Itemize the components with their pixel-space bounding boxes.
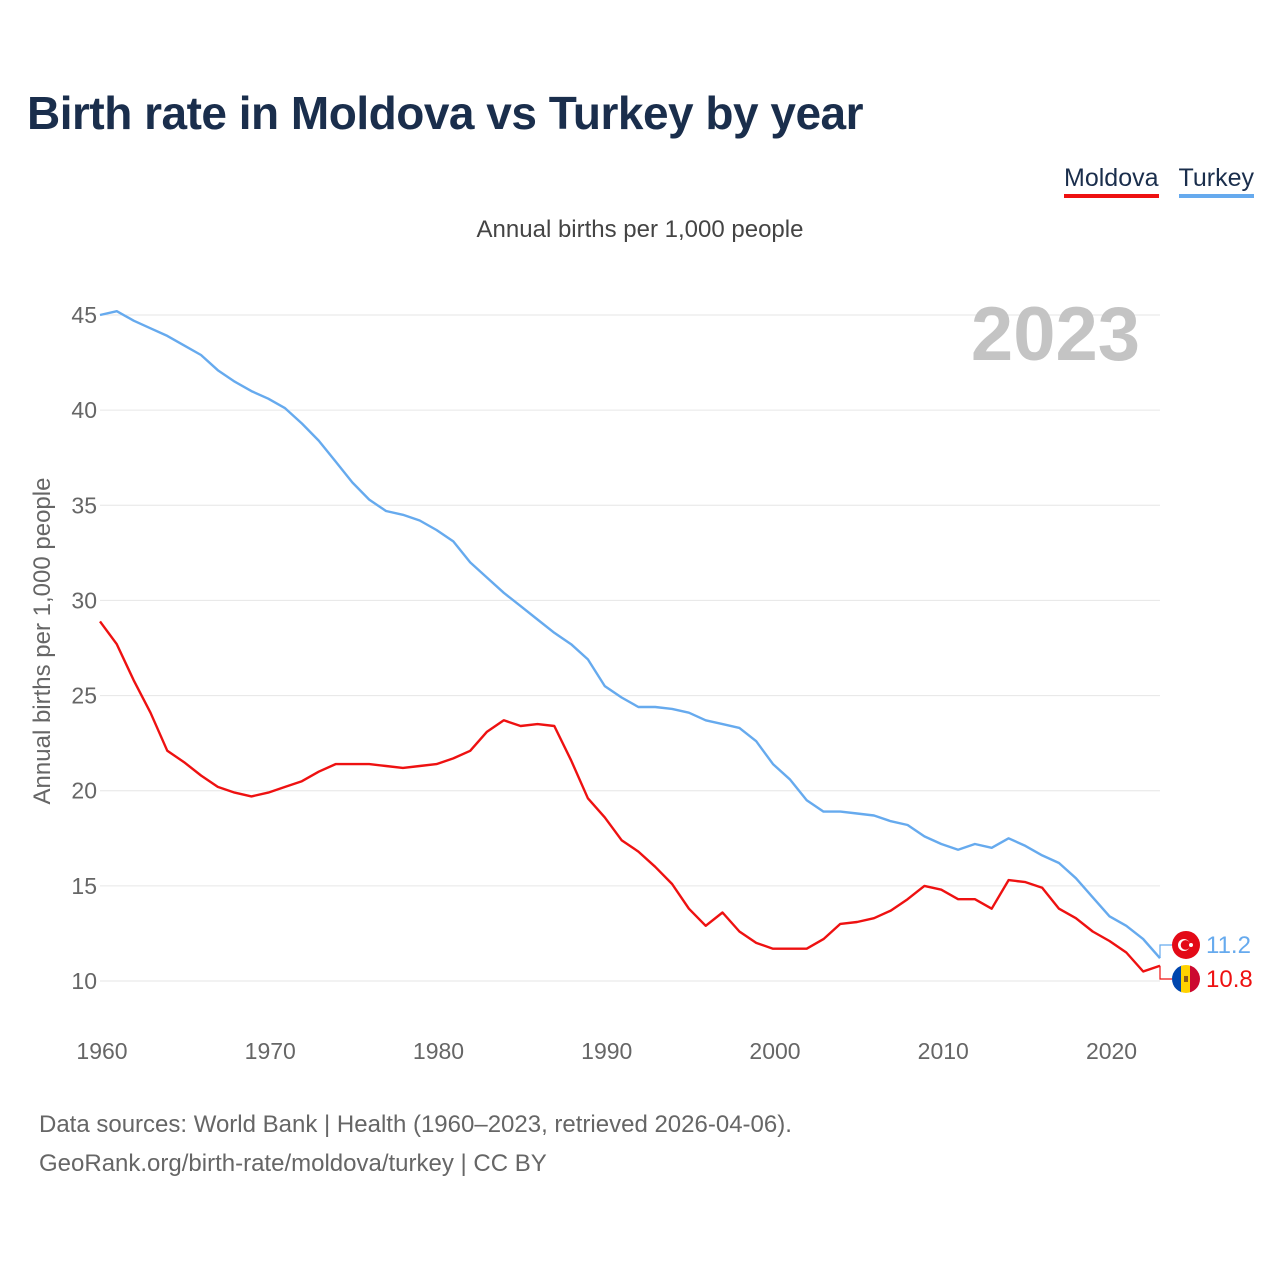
y-tick-label: 20 bbox=[71, 778, 97, 804]
x-tick-label: 2010 bbox=[918, 1038, 969, 1064]
moldova-flag-red bbox=[1190, 964, 1200, 993]
end-labels: 11.2 10.8 bbox=[1159, 930, 1253, 993]
x-tick-label: 1990 bbox=[581, 1038, 632, 1064]
legend-item-turkey[interactable]: Turkey bbox=[1178, 164, 1254, 198]
moldova-flag-emblem bbox=[1184, 975, 1188, 982]
series-line-turkey bbox=[99, 310, 1161, 959]
moldova-flag-icon bbox=[1172, 964, 1200, 993]
x-tick-label: 2020 bbox=[1086, 1038, 1137, 1064]
leader-line-turkey bbox=[1159, 944, 1172, 959]
source-line-2[interactable]: GeoRank.org/birth-rate/moldova/turkey | … bbox=[39, 1150, 547, 1177]
turkey-flag-crescent-inner bbox=[1180, 940, 1191, 950]
source-line-1: Data sources: World Bank | Health (1960–… bbox=[39, 1111, 792, 1138]
source-note: Data sources: World Bank | Health (1960–… bbox=[39, 1105, 792, 1183]
legend-item-moldova[interactable]: Moldova bbox=[1064, 164, 1159, 198]
end-label-moldova: 10.8 bbox=[1206, 966, 1253, 993]
turkey-flag-star bbox=[1189, 942, 1193, 947]
y-tick-label: 35 bbox=[71, 492, 97, 518]
series-lines bbox=[99, 310, 1161, 973]
y-tick-label: 25 bbox=[71, 683, 97, 709]
x-tick-label: 1960 bbox=[76, 1038, 127, 1064]
x-tick-label: 1970 bbox=[245, 1038, 296, 1064]
chart-subtitle: Annual births per 1,000 people bbox=[476, 216, 804, 243]
leader-line-moldova bbox=[1159, 965, 1172, 980]
y-tick-label: 40 bbox=[71, 397, 97, 423]
y-axis-label: Annual births per 1,000 people bbox=[29, 478, 56, 805]
year-watermark: 2023 bbox=[971, 292, 1140, 377]
moldova-flag-blue bbox=[1172, 964, 1182, 993]
y-axis-ticks: 10 15 20 25 30 35 40 45 bbox=[71, 302, 97, 994]
x-tick-label: 1980 bbox=[413, 1038, 464, 1064]
turkey-flag-icon bbox=[1172, 930, 1200, 959]
y-tick-label: 15 bbox=[71, 873, 97, 899]
x-tick-label: 2000 bbox=[749, 1038, 800, 1064]
y-tick-label: 10 bbox=[71, 968, 97, 994]
grid-lines bbox=[100, 314, 1160, 982]
x-axis-ticks: 1960 1970 1980 1990 2000 2010 2020 bbox=[76, 1038, 1137, 1064]
page-title: Birth rate in Moldova vs Turkey by year bbox=[27, 87, 864, 139]
end-label-turkey: 11.2 bbox=[1206, 932, 1251, 959]
legend: Moldova Turkey bbox=[1064, 164, 1254, 198]
series-line-moldova bbox=[99, 620, 1161, 973]
y-tick-label: 45 bbox=[71, 302, 97, 328]
y-tick-label: 30 bbox=[71, 587, 97, 613]
